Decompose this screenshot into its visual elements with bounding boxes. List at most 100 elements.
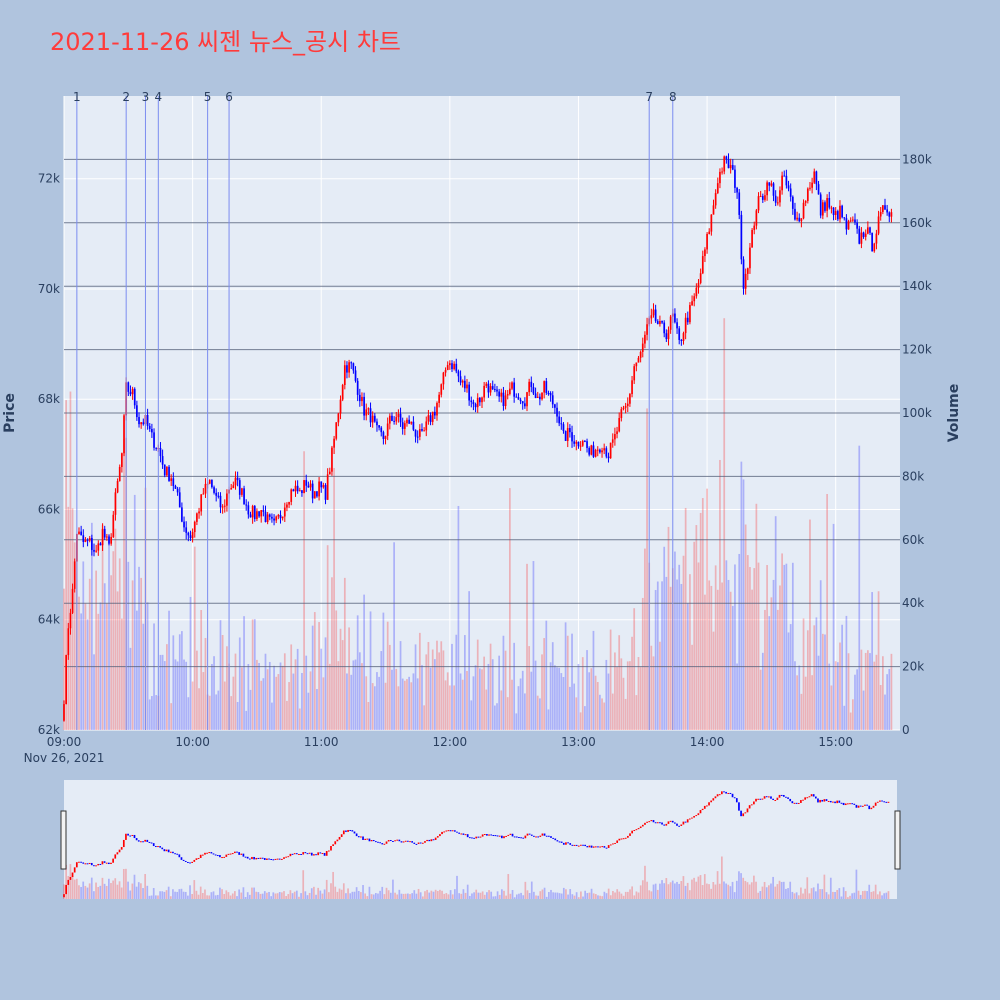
candle: [879, 206, 882, 221]
nav-candle: [315, 854, 317, 856]
candle-body: [839, 205, 841, 220]
candle-body: [789, 188, 792, 197]
nav-candle: [821, 799, 824, 802]
volume-bar: [573, 683, 576, 730]
nav-volume-bar: [176, 891, 179, 899]
candle: [817, 180, 820, 195]
candle-body: [129, 391, 132, 395]
volume-bar: [783, 564, 786, 730]
candle: [459, 370, 462, 386]
nav-candle: [449, 830, 452, 832]
nav-candle: [114, 854, 117, 859]
nav-candle: [526, 833, 529, 836]
nav-candle: [641, 824, 644, 827]
candle-body: [153, 432, 155, 448]
candle-body: [836, 211, 839, 220]
news-marker: 5: [204, 90, 211, 730]
volume-bar: [729, 591, 732, 730]
range-slider-left-handle[interactable]: [60, 810, 67, 870]
nav-candle: [612, 843, 614, 845]
time-tick-label: 10:00: [175, 735, 210, 749]
volume-bar: [515, 713, 518, 730]
nav-volume-bar: [789, 881, 792, 899]
candle: [354, 366, 357, 383]
candle: [826, 194, 828, 218]
nav-candle: [417, 842, 420, 844]
candle: [264, 505, 267, 523]
candle-body: [183, 521, 185, 528]
volume-bar: [301, 672, 303, 730]
candle: [787, 180, 790, 192]
range-slider-right-handle[interactable]: [894, 810, 901, 870]
candle-body: [406, 419, 408, 424]
volume-bar: [849, 712, 852, 730]
candle: [566, 422, 569, 448]
nav-volume-bar: [208, 895, 211, 899]
nav-volume-bar: [688, 890, 691, 899]
nav-volume-bar: [466, 884, 469, 899]
candle: [832, 207, 835, 221]
nav-candle: [738, 802, 740, 811]
candle-body: [131, 388, 134, 395]
nav-volume-bar: [336, 891, 339, 899]
volume-bar: [474, 665, 477, 730]
candle-body: [350, 362, 353, 364]
volume-bar: [324, 637, 327, 730]
range-slider[interactable]: [64, 780, 897, 899]
nav-candle: [144, 839, 147, 842]
candle: [714, 189, 717, 209]
volume-bar: [273, 665, 275, 730]
nav-volume-bar: [436, 890, 439, 899]
nav-volume-bar: [357, 890, 360, 899]
candle-body: [712, 205, 715, 215]
volume-tick-label: 0: [902, 723, 910, 737]
price-tick-label: 72k: [38, 172, 60, 186]
candle-body: [783, 175, 786, 177]
candle-body: [871, 232, 873, 252]
candle: [189, 530, 192, 541]
candle: [418, 424, 421, 441]
nav-volume-bar: [684, 885, 687, 899]
candle-body: [751, 229, 753, 248]
nav-volume-bar: [148, 895, 151, 899]
candle-body: [436, 402, 438, 416]
volume-bar: [161, 654, 164, 730]
nav-candle: [135, 838, 138, 841]
candle: [136, 400, 138, 421]
candle-body: [86, 539, 89, 541]
nav-candle: [193, 859, 196, 862]
candle-body: [84, 539, 87, 542]
nav-candle: [236, 851, 238, 853]
candle: [277, 513, 280, 520]
volume-bar: [742, 479, 745, 730]
nav-candle: [847, 803, 849, 805]
nav-candle: [479, 836, 482, 838]
nav-candle: [462, 833, 465, 835]
volume-bar: [481, 669, 483, 730]
nav-volume-bar: [609, 895, 612, 899]
candle-body: [633, 366, 636, 381]
nav-volume-bar: [268, 891, 270, 899]
volume-bar: [181, 631, 183, 730]
nav-candle: [82, 862, 85, 864]
volume-bar: [611, 693, 614, 730]
volume-bar: [800, 693, 803, 730]
nav-candle: [174, 853, 176, 855]
candle: [858, 225, 861, 245]
candle-body: [731, 165, 734, 170]
nav-volume-bar: [513, 897, 516, 899]
nav-volume-bar: [447, 894, 450, 899]
nav-candle: [693, 815, 695, 818]
nav-candle: [389, 840, 392, 842]
nav-volume-bar: [718, 883, 721, 899]
volume-bar: [80, 613, 83, 730]
nav-candle: [178, 854, 181, 858]
candle-body: [682, 333, 685, 341]
nav-candle: [253, 856, 255, 860]
volume-bar: [791, 562, 794, 730]
nav-candle: [787, 797, 789, 799]
nav-volume-bar: [735, 880, 738, 899]
nav-volume-bar: [404, 893, 407, 899]
candle: [191, 528, 194, 543]
nav-candle: [789, 798, 792, 802]
